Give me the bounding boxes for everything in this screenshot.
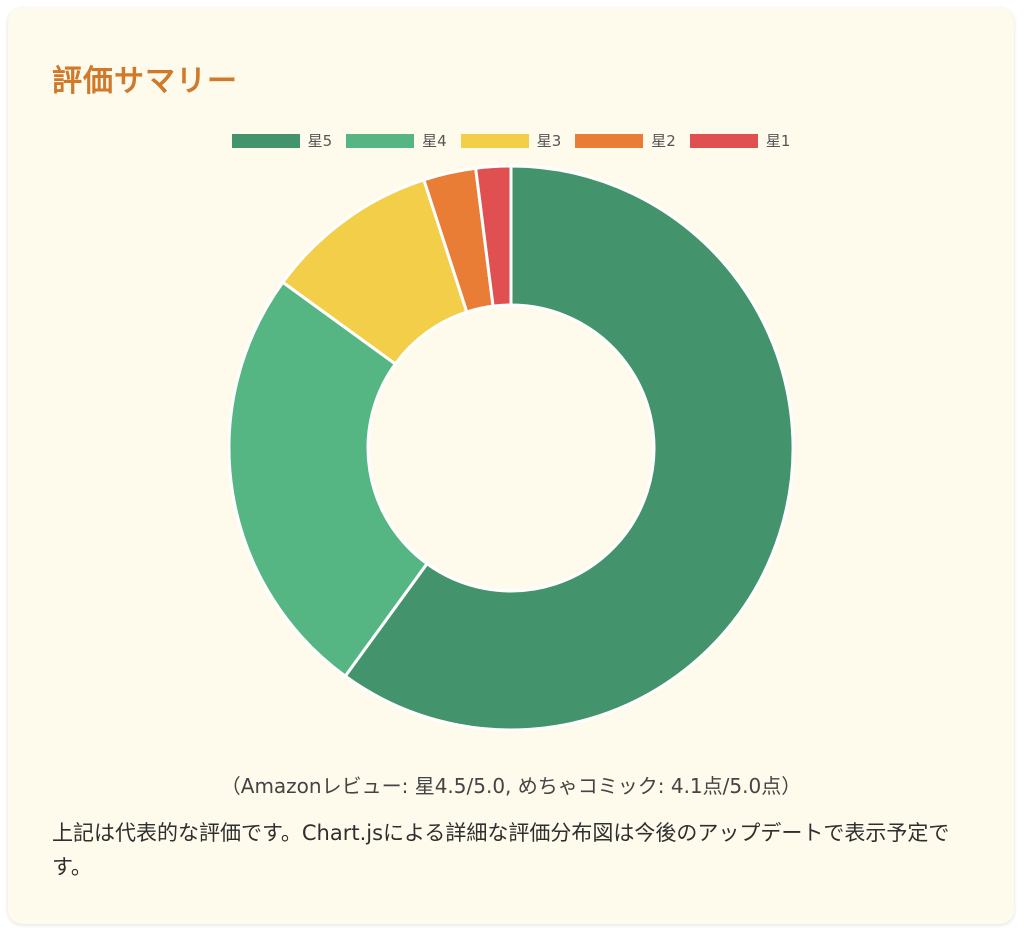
legend-item[interactable]: 星2 (575, 130, 676, 151)
legend-swatch (346, 133, 415, 148)
chart-note: 上記は代表的な評価です。Chart.jsによる詳細な評価分布図は今後のアップデー… (52, 821, 950, 879)
legend-item[interactable]: 星4 (346, 130, 447, 151)
legend-item[interactable]: 星5 (231, 130, 333, 151)
slice-4-stars[interactable] (227, 280, 430, 679)
legend-label: 星2 (651, 132, 676, 150)
legend-swatch (575, 133, 644, 148)
legend-item[interactable]: 星1 (689, 130, 791, 151)
legend-item[interactable]: 星3 (460, 130, 562, 151)
legend-swatch (460, 133, 529, 148)
legend-swatch (689, 133, 758, 148)
legend-label: 星1 (765, 132, 791, 150)
legend-label: 星4 (422, 132, 447, 150)
legend-swatch (231, 133, 300, 148)
slice-1-stars[interactable] (473, 164, 513, 308)
rating-sources-caption: （Amazonレビュー: 星4.5/5.0, めちゃコミック: 4.1点/5.0… (220, 774, 802, 798)
doughnut-chart (227, 164, 795, 732)
card-title: 評価サマリー (52, 64, 238, 99)
chart-legend: 星5 星4 星3 星2 星1 (8, 130, 1014, 151)
legend-label: 星5 (307, 132, 333, 150)
slice-5-stars[interactable] (343, 164, 795, 732)
legend-label: 星3 (536, 132, 562, 150)
rating-summary-card: 評価サマリー 星5 星4 星3 星2 星1 （Amazonレビュー: 星4.5/5.0,… (8, 8, 1014, 924)
